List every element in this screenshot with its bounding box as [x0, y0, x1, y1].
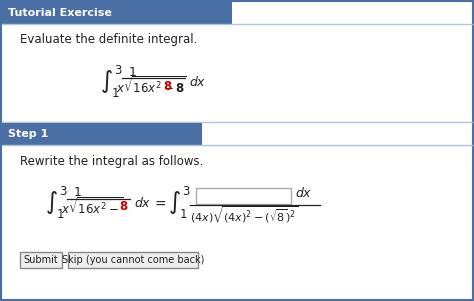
Bar: [2, 123, 202, 145]
Text: Evaluate the definite integral.: Evaluate the definite integral.: [20, 33, 197, 46]
Text: $1$: $1$: [73, 187, 82, 200]
Text: Step 1: Step 1: [8, 129, 48, 139]
Text: $=$: $=$: [152, 196, 167, 210]
Text: $\int_{1}^{3}$: $\int_{1}^{3}$: [168, 185, 191, 221]
Text: Tutorial Exercise: Tutorial Exercise: [8, 8, 112, 18]
Text: $dx$: $dx$: [189, 75, 207, 89]
Bar: [196, 188, 291, 204]
Text: Submit: Submit: [24, 255, 58, 265]
Bar: [68, 252, 198, 268]
Text: $1$: $1$: [128, 66, 137, 79]
Bar: [2, 2, 232, 24]
Text: $\int_{1}^{3}$: $\int_{1}^{3}$: [45, 185, 68, 221]
Text: $\mathbf{8}$: $\mathbf{8}$: [163, 79, 173, 92]
Text: $(4x)\sqrt{(4x)^2 - (\sqrt{8})^2}$: $(4x)\sqrt{(4x)^2 - (\sqrt{8})^2}$: [190, 204, 298, 225]
Text: Skip (you cannot come back): Skip (you cannot come back): [62, 255, 204, 265]
Text: Rewrite the integral as follows.: Rewrite the integral as follows.: [20, 154, 203, 167]
Bar: [20, 252, 62, 268]
Text: $dx$: $dx$: [134, 196, 151, 210]
Text: $x\sqrt{16x^2 - }$: $x\sqrt{16x^2 - }$: [61, 197, 124, 218]
Text: $\int_{1}^{3}$: $\int_{1}^{3}$: [100, 64, 123, 100]
Text: $x\sqrt{16x^2 - \mathbf{8}}$: $x\sqrt{16x^2 - \mathbf{8}}$: [116, 76, 187, 97]
Text: $dx$: $dx$: [295, 186, 312, 200]
Text: $\mathbf{8}$: $\mathbf{8}$: [119, 200, 128, 213]
